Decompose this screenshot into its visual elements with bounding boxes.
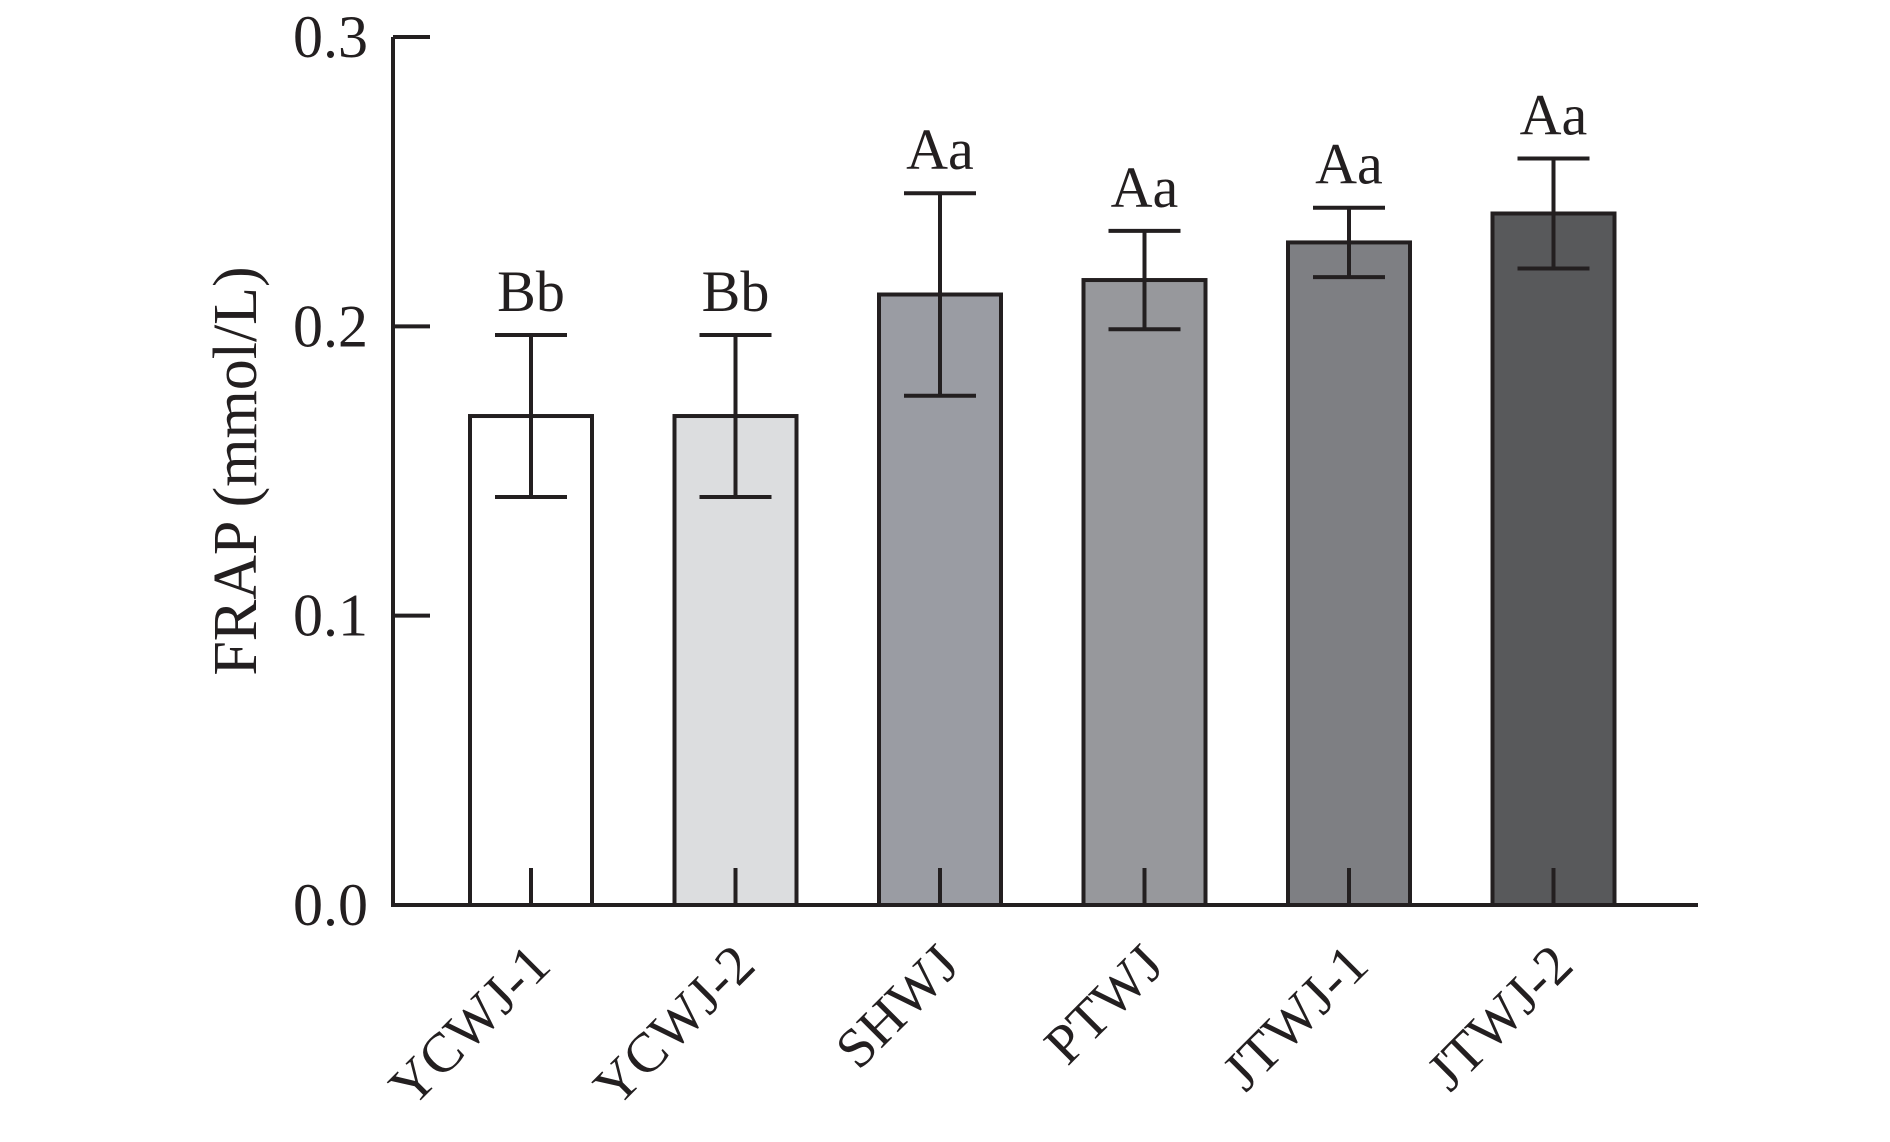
category-label: SHWJ <box>824 933 971 1080</box>
y-tick-label: 0.3 <box>293 4 368 70</box>
y-tick-label: 0.1 <box>293 583 368 649</box>
y-tick-label: 0.2 <box>293 293 368 359</box>
y-axis-title: FRAP (mmol/L) <box>202 266 270 675</box>
significance-label: Aa <box>1520 83 1588 148</box>
bar <box>1081 278 1208 908</box>
significance-label: Aa <box>1111 155 1179 220</box>
bars-layer <box>468 156 1617 908</box>
bar <box>1286 240 1412 907</box>
y-tick-label: 0.0 <box>293 872 368 938</box>
category-label: YCWJ-2 <box>582 933 767 1118</box>
category-label: JTWJ-1 <box>1211 933 1380 1102</box>
significance-label: Aa <box>1315 132 1383 197</box>
category-label: JTWJ-2 <box>1415 933 1584 1102</box>
significance-label: Bb <box>497 259 565 324</box>
bar <box>1490 211 1617 907</box>
significance-label: Aa <box>906 117 974 182</box>
category-label: YCWJ-1 <box>378 933 563 1118</box>
significance-label: Bb <box>702 259 770 324</box>
category-label: PTWJ <box>1033 933 1176 1076</box>
y-ticks-layer: 0.0 0.1 0.2 0.3 <box>293 4 430 938</box>
axes-layer <box>391 37 1698 907</box>
